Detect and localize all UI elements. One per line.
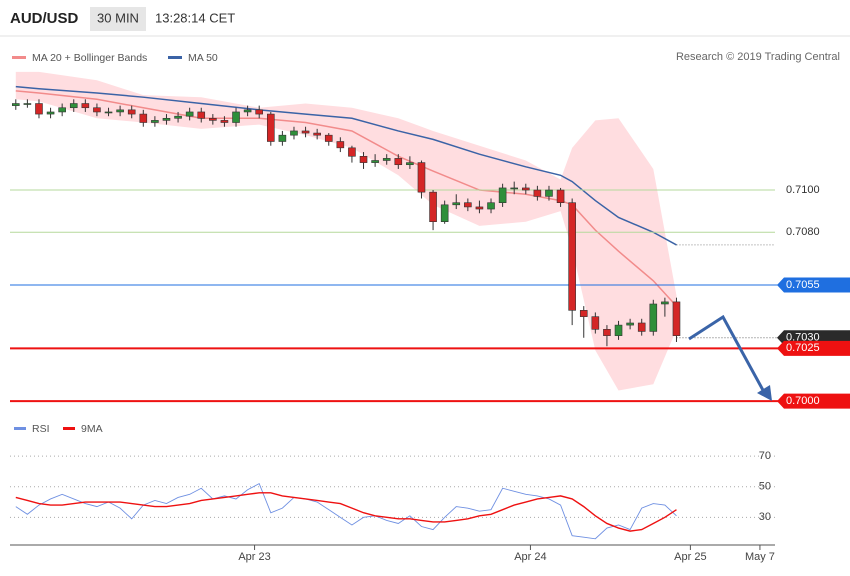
candle-body <box>429 191 437 222</box>
level-box <box>777 393 850 409</box>
candle-body <box>69 103 78 109</box>
candle-body <box>649 303 658 332</box>
x-tick-label: Apr 25 <box>674 551 706 563</box>
candle-body <box>255 109 264 115</box>
candle-body <box>661 301 669 305</box>
candle-body <box>23 103 32 105</box>
legend-swatch <box>14 427 26 430</box>
candle-body <box>579 310 588 317</box>
candle-body <box>568 202 576 311</box>
candle-body <box>556 189 565 204</box>
forecast-arrow <box>688 314 766 393</box>
y-tick-label: 50 <box>759 481 771 493</box>
symbol: AUD/USD <box>10 10 79 27</box>
candle-body <box>266 113 275 142</box>
candle-body <box>394 158 403 166</box>
candle-body <box>406 162 414 166</box>
candle-body <box>162 117 171 121</box>
candle-body <box>452 202 461 206</box>
candle-body <box>591 316 600 330</box>
candle-body <box>232 111 240 123</box>
legend-label: MA 20 + Bollinger Bands <box>32 52 147 64</box>
candle-body <box>81 103 90 109</box>
level-label: 0.7025 <box>786 342 820 354</box>
candle-body <box>151 120 159 123</box>
forecast-arrowhead <box>757 385 772 401</box>
candle-body <box>313 132 321 136</box>
moving-average <box>15 90 678 307</box>
legend-label: MA 50 <box>188 52 218 64</box>
candle-body <box>46 111 55 115</box>
candle-body <box>116 109 124 113</box>
candle-body <box>487 202 495 210</box>
level-label: 0.7100 <box>786 184 820 196</box>
candle-body <box>371 160 379 163</box>
candle-body <box>348 147 356 157</box>
x-tick-label: May 7 <box>745 551 775 563</box>
candle-body <box>243 109 252 113</box>
level-box <box>777 340 850 356</box>
candle-body <box>626 322 634 326</box>
level-box <box>777 277 850 293</box>
legend-label: RSI <box>32 423 50 435</box>
legend-label: 9MA <box>81 423 103 435</box>
legend-swatch <box>63 427 75 430</box>
candle-body <box>301 130 310 134</box>
timeframe-box <box>90 7 146 31</box>
candle-body <box>185 111 194 117</box>
indicator-line <box>15 483 677 540</box>
candle-body <box>498 187 507 204</box>
candle-body <box>545 189 553 197</box>
level-label: 0.7000 <box>786 395 820 407</box>
timeframe: 30 MIN <box>97 10 139 25</box>
candle-body <box>359 155 368 163</box>
candle-body <box>139 113 148 123</box>
candle-body <box>475 206 484 210</box>
level-label: 0.7055 <box>786 279 820 291</box>
candle-body <box>324 134 333 142</box>
candle-body <box>104 111 113 114</box>
candle-body <box>58 107 66 113</box>
x-tick-label: Apr 24 <box>514 551 546 563</box>
time: 13:28:14 CET <box>155 10 235 25</box>
candle-body <box>382 158 391 161</box>
candle-body <box>174 115 182 119</box>
candle-body <box>510 187 519 190</box>
candle-body <box>290 130 298 136</box>
candle-body <box>614 324 623 336</box>
candle-body <box>11 103 20 106</box>
candle-body <box>417 162 426 193</box>
candle-body <box>209 117 217 121</box>
candle-body <box>197 111 206 119</box>
candle-body <box>521 187 530 191</box>
moving-average <box>15 85 677 246</box>
candle-body <box>672 301 681 336</box>
candle-body <box>336 141 345 149</box>
candle-body <box>440 204 449 222</box>
y-tick-label: 70 <box>759 450 771 462</box>
candle-body <box>603 329 611 336</box>
candle-body <box>127 109 136 115</box>
candle-body <box>637 322 646 332</box>
level-label: 0.7030 <box>786 332 820 344</box>
candle-body <box>93 107 101 113</box>
y-tick-label: 30 <box>759 511 771 523</box>
legend-swatch <box>12 56 26 59</box>
level-label: 0.7080 <box>786 226 820 238</box>
candle-body <box>278 134 287 142</box>
indicator-line <box>15 492 677 532</box>
candle-body <box>464 202 472 208</box>
credit: Research © 2019 Trading Central <box>676 51 840 63</box>
x-tick-label: Apr 23 <box>238 551 270 563</box>
legend-swatch <box>168 56 182 59</box>
candle-body <box>533 189 542 197</box>
candle-body <box>35 103 43 115</box>
candle-body <box>220 120 229 123</box>
